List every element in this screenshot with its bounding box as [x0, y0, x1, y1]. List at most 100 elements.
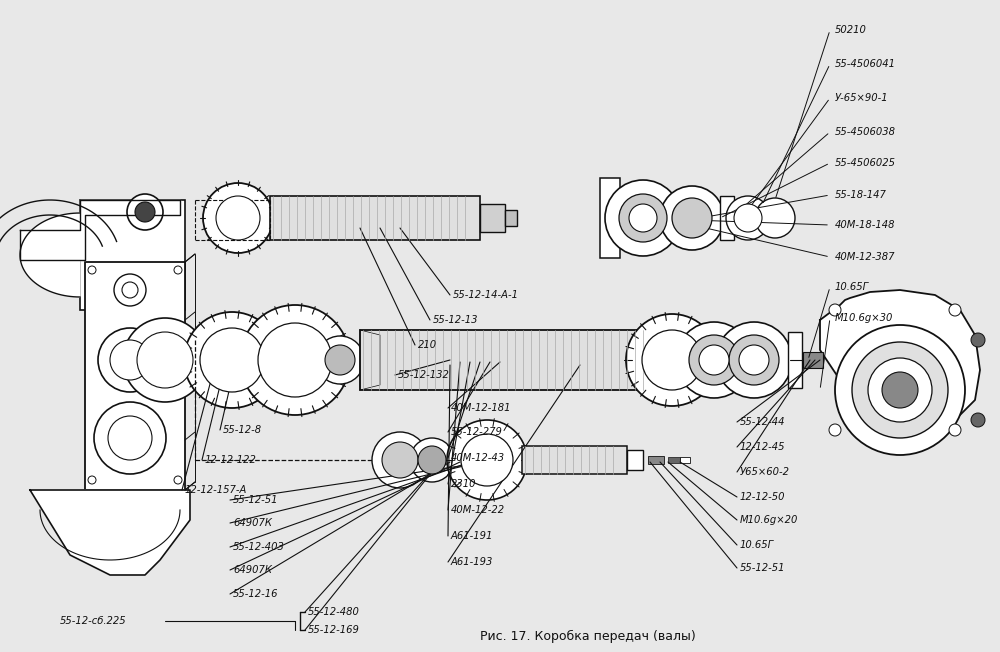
Polygon shape	[30, 490, 190, 575]
Circle shape	[94, 402, 166, 474]
Circle shape	[835, 325, 965, 455]
Text: 40М-12-181: 40М-12-181	[451, 403, 512, 413]
Text: 64907К: 64907К	[233, 565, 272, 575]
Bar	[680, 457, 690, 463]
Circle shape	[200, 328, 264, 392]
Circle shape	[626, 314, 718, 406]
Bar	[627, 450, 643, 470]
Text: 210: 210	[418, 340, 437, 350]
Circle shape	[258, 323, 332, 397]
Circle shape	[418, 446, 446, 474]
Text: У-65×90-1: У-65×90-1	[835, 93, 889, 103]
Bar	[80, 200, 185, 310]
Circle shape	[122, 282, 138, 298]
Text: 55-12-44: 55-12-44	[740, 417, 786, 427]
Circle shape	[716, 322, 792, 398]
Text: 55-12-279: 55-12-279	[451, 427, 503, 437]
Text: 55-12-14-А-1: 55-12-14-А-1	[453, 290, 519, 300]
Text: 55-12-сб.225: 55-12-сб.225	[60, 616, 127, 626]
Circle shape	[672, 198, 712, 238]
Circle shape	[88, 266, 96, 274]
Circle shape	[137, 332, 193, 388]
Circle shape	[971, 333, 985, 347]
Circle shape	[642, 330, 702, 390]
Circle shape	[184, 312, 280, 408]
Bar	[720, 196, 734, 240]
Text: 64907К: 64907К	[233, 518, 272, 528]
Text: 55-12-13: 55-12-13	[433, 315, 479, 325]
Bar	[85, 262, 185, 490]
Circle shape	[699, 345, 729, 375]
Circle shape	[316, 336, 364, 384]
Text: М10.6g×30: М10.6g×30	[835, 313, 893, 323]
Bar	[480, 204, 505, 232]
Circle shape	[868, 358, 932, 422]
Text: 55-12-51: 55-12-51	[233, 495, 278, 505]
Circle shape	[629, 204, 657, 232]
Circle shape	[829, 424, 841, 436]
Circle shape	[689, 335, 739, 385]
Bar	[202, 330, 212, 390]
Polygon shape	[360, 330, 380, 390]
Circle shape	[123, 318, 207, 402]
Text: Рис. 17. Коробка передач (валы): Рис. 17. Коробка передач (валы)	[480, 629, 696, 642]
Text: 2310: 2310	[451, 479, 477, 489]
Circle shape	[726, 196, 770, 240]
Bar	[648, 456, 664, 464]
Circle shape	[108, 416, 152, 460]
Circle shape	[174, 266, 182, 274]
Bar	[600, 178, 620, 258]
Circle shape	[619, 194, 667, 242]
Circle shape	[216, 196, 260, 240]
Circle shape	[127, 194, 163, 230]
Bar	[788, 332, 802, 388]
Circle shape	[729, 335, 779, 385]
Text: 55-12-169: 55-12-169	[308, 625, 360, 635]
Bar	[803, 352, 823, 368]
Text: 40М-18-148: 40М-18-148	[835, 220, 896, 230]
Text: 55-12-8: 55-12-8	[223, 425, 262, 435]
Circle shape	[676, 322, 752, 398]
Text: 55-4506025: 55-4506025	[835, 158, 896, 168]
Text: 12-12-50: 12-12-50	[740, 492, 786, 502]
Circle shape	[98, 328, 162, 392]
Circle shape	[949, 304, 961, 316]
Circle shape	[734, 204, 762, 232]
Text: У65×60-2: У65×60-2	[740, 467, 790, 477]
Circle shape	[447, 420, 527, 500]
Circle shape	[110, 340, 150, 380]
Circle shape	[114, 274, 146, 306]
Text: 55-12-16: 55-12-16	[233, 589, 278, 599]
Circle shape	[949, 424, 961, 436]
Text: 40М-12-387: 40М-12-387	[835, 252, 896, 262]
Circle shape	[882, 372, 918, 408]
Circle shape	[240, 305, 350, 415]
Bar	[360, 330, 655, 390]
Polygon shape	[20, 200, 180, 260]
Bar	[450, 450, 462, 470]
Text: 40М-12-43: 40М-12-43	[451, 453, 505, 463]
Text: 12-12-45: 12-12-45	[740, 442, 786, 452]
Circle shape	[755, 198, 795, 238]
Text: 50210: 50210	[835, 25, 867, 35]
Circle shape	[660, 186, 724, 250]
Bar	[270, 196, 480, 240]
Circle shape	[461, 434, 513, 486]
Circle shape	[135, 202, 155, 222]
Text: 55-12-403: 55-12-403	[233, 542, 285, 552]
Text: 10.65Г: 10.65Г	[835, 282, 869, 292]
Text: А61-191: А61-191	[451, 531, 493, 541]
Text: 55-12-51: 55-12-51	[740, 563, 786, 573]
Circle shape	[325, 345, 355, 375]
Text: 10.65Г: 10.65Г	[740, 540, 774, 550]
Text: 12-12-122: 12-12-122	[205, 455, 257, 465]
Text: 55-12-132: 55-12-132	[398, 370, 450, 380]
Circle shape	[829, 304, 841, 316]
Polygon shape	[820, 290, 980, 425]
Text: 55-18-147: 55-18-147	[835, 190, 887, 200]
Text: А61-193: А61-193	[451, 557, 493, 567]
Circle shape	[852, 342, 948, 438]
Circle shape	[88, 476, 96, 484]
Bar	[505, 210, 517, 226]
Text: М10.6g×20: М10.6g×20	[740, 515, 798, 525]
